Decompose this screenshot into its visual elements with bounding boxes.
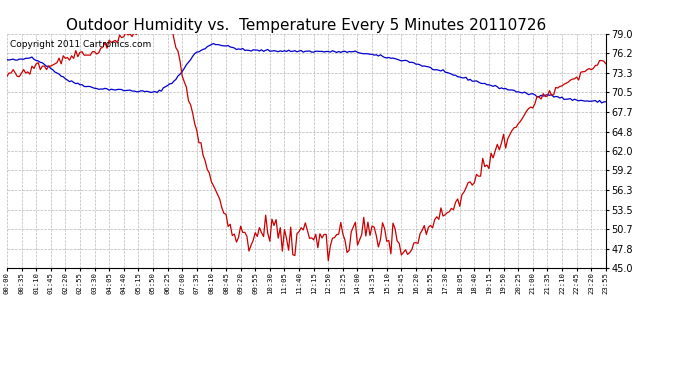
- Title: Outdoor Humidity vs.  Temperature Every 5 Minutes 20110726: Outdoor Humidity vs. Temperature Every 5…: [66, 18, 546, 33]
- Text: Copyright 2011 Cartronics.com: Copyright 2011 Cartronics.com: [10, 40, 151, 49]
